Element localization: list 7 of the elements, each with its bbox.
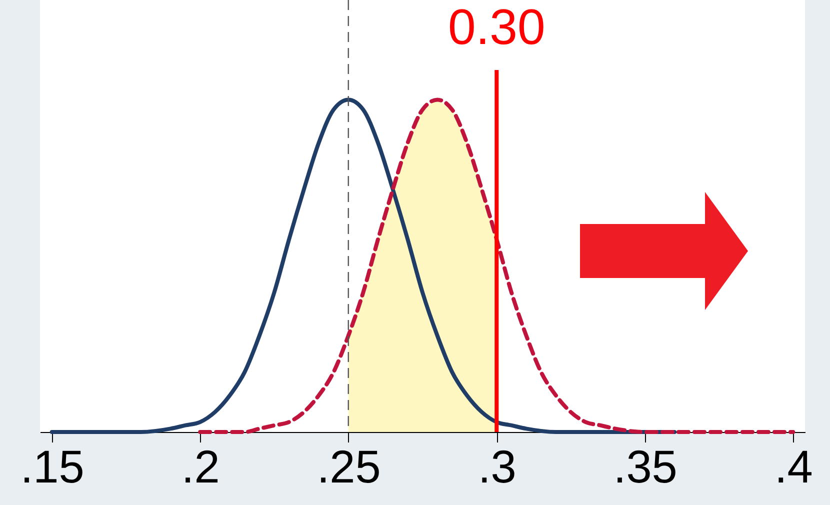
x-tick-label: .3 <box>478 440 516 492</box>
x-tick-label: .35 <box>613 440 678 492</box>
x-tick-label: .15 <box>20 440 84 492</box>
x-tick-label: .25 <box>316 440 381 492</box>
x-tick-label: .2 <box>181 440 220 492</box>
ref-line-label: 0.30 <box>448 0 546 55</box>
x-tick-label: .4 <box>774 440 813 492</box>
